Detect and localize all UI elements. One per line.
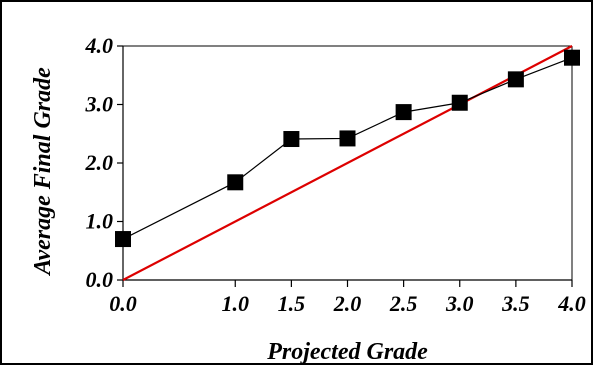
series-line — [122, 57, 573, 240]
data-point-marker — [564, 49, 580, 66]
data-point-marker — [283, 131, 300, 148]
y-tick-label: 1.0 — [86, 209, 114, 234]
x-axis-title: Projected Grade — [266, 339, 428, 365]
y-tick-label: 4.0 — [85, 33, 114, 58]
data-point-marker — [339, 130, 356, 147]
data-point-marker — [507, 71, 524, 88]
x-tick-label: 3.0 — [445, 291, 474, 316]
y-axis-title: Average Final Grade — [30, 67, 56, 277]
data-point-marker — [115, 231, 131, 248]
reference-line — [122, 45, 573, 281]
x-tick-label: 2.5 — [389, 291, 418, 316]
reference-line-group — [122, 45, 573, 281]
x-tick-label: 1.0 — [222, 291, 250, 316]
data-point-marker — [227, 174, 244, 191]
tick-labels: 0.0 1.0 2.0 3.0 4.0 0.0 1.0 1.5 2.0 2.5 3.0 3.5 4.0 — [85, 33, 586, 316]
x-tick-label: 0.0 — [109, 291, 137, 316]
data-series — [115, 49, 580, 248]
tick-marks — [117, 45, 573, 287]
y-tick-label: 3.0 — [85, 92, 114, 117]
x-tick-label: 1.5 — [278, 291, 306, 316]
data-point-marker — [451, 94, 468, 111]
y-tick-label: 0.0 — [86, 267, 114, 292]
x-tick-label: 2.0 — [333, 291, 362, 316]
data-point-marker — [395, 104, 412, 121]
x-tick-label: 4.0 — [557, 291, 586, 316]
x-tick-label: 3.5 — [501, 291, 530, 316]
y-tick-label: 2.0 — [85, 150, 114, 175]
